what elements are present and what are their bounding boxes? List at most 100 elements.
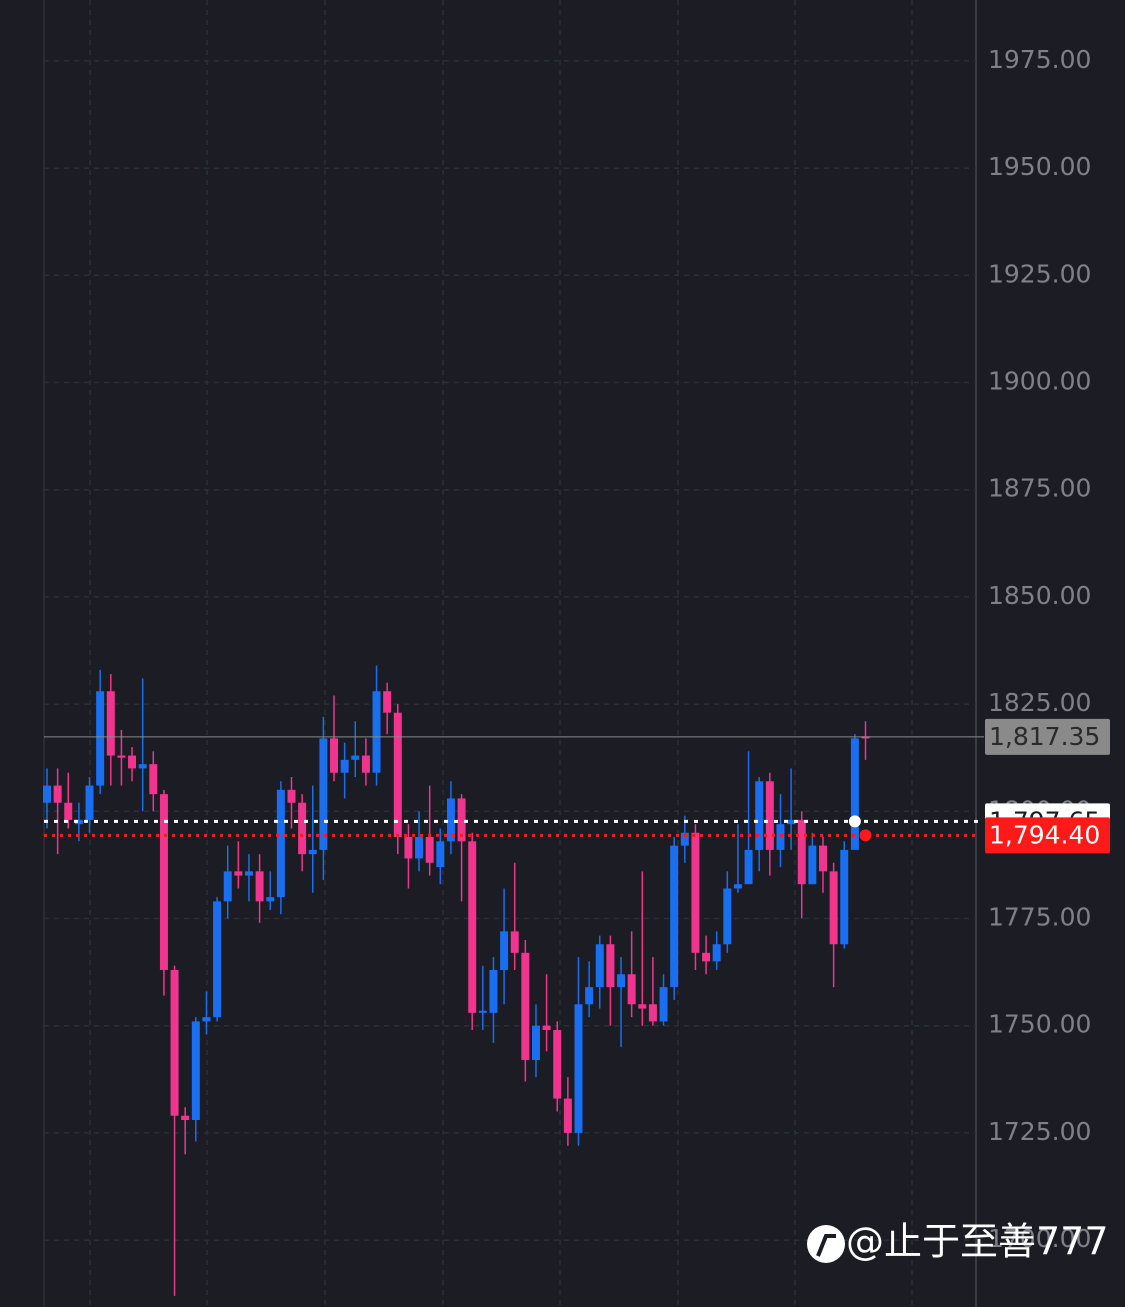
candle-body	[351, 755, 360, 760]
candle-body	[372, 691, 381, 773]
candle-body	[266, 897, 275, 902]
candle-body	[213, 901, 222, 1018]
candle-body	[255, 871, 264, 902]
candle-body	[159, 794, 168, 970]
candle-body	[106, 691, 115, 756]
candle-body	[574, 1004, 583, 1133]
candle-body	[808, 845, 817, 885]
candle-body	[638, 1004, 647, 1009]
candle-body	[489, 969, 498, 1013]
y-tick-label: 1900.00	[988, 366, 1091, 395]
candle-body	[64, 802, 73, 820]
price-label: 1,817.35	[989, 722, 1100, 751]
candle-body	[170, 969, 179, 1116]
y-tick-label: 1750.00	[988, 1010, 1091, 1039]
y-tick-label: 1925.00	[988, 259, 1091, 288]
candle-body	[648, 1004, 657, 1022]
candle-body	[850, 738, 859, 850]
candle-body	[234, 871, 243, 876]
candle-body	[308, 849, 317, 855]
candle-body	[393, 712, 402, 838]
last-dot	[848, 815, 861, 828]
candle-body	[627, 974, 636, 1005]
candle-body	[457, 798, 466, 842]
candle-body	[840, 849, 849, 945]
y-tick-label: 1725.00	[988, 1117, 1091, 1146]
candle-body	[691, 832, 700, 953]
price-lines	[44, 736, 984, 842]
y-tick-label: 1825.00	[988, 688, 1091, 717]
y-tick-label: 1775.00	[988, 903, 1091, 932]
candle-body	[797, 819, 806, 885]
candle-body	[446, 798, 455, 842]
candle-body	[818, 845, 827, 872]
candle-body	[500, 931, 509, 970]
candle-body	[319, 738, 328, 850]
candle-body	[361, 755, 370, 773]
candle-body	[521, 952, 530, 1061]
watermark-icon	[807, 1225, 845, 1263]
candle-body	[298, 802, 307, 855]
candle-body	[191, 1021, 200, 1121]
candle-body	[531, 1025, 540, 1061]
candle-body	[478, 1010, 487, 1013]
candle-body	[617, 974, 626, 988]
candle-body	[712, 944, 721, 962]
candle-body	[776, 824, 785, 850]
y-tick-label: 1850.00	[988, 581, 1091, 610]
candle-body	[733, 884, 742, 889]
candle-body	[287, 789, 296, 803]
y-tick-label: 1950.00	[988, 152, 1091, 181]
candle-body	[85, 785, 94, 820]
candle-body	[680, 832, 689, 846]
candle-body	[765, 781, 774, 850]
candle-body	[659, 987, 668, 1022]
candle-body	[404, 837, 413, 859]
candle-body	[181, 1115, 190, 1121]
candle-body	[723, 888, 732, 945]
candle-body	[117, 755, 126, 758]
price-label-bg	[985, 718, 1110, 755]
candles	[43, 665, 870, 1296]
axis-labels: 1700.001725.001750.001775.001800.001825.…	[985, 45, 1110, 1253]
last-dot-red	[859, 829, 872, 842]
candle-body	[202, 1017, 211, 1022]
candle-body	[787, 819, 796, 825]
candle-body	[128, 755, 137, 769]
candle-body	[436, 841, 445, 868]
candle-body	[223, 871, 232, 902]
candle-body	[383, 691, 392, 713]
candle-body	[702, 952, 711, 962]
candle-body	[340, 759, 349, 773]
vertical-grid	[89, 0, 913, 1307]
candle-body	[43, 785, 51, 803]
candle-body	[744, 849, 753, 885]
candle-body	[74, 819, 83, 825]
candle-body	[96, 691, 105, 786]
price-label-bg	[985, 817, 1110, 854]
candle-body	[149, 764, 158, 795]
candle-body	[415, 837, 424, 859]
candle-body	[670, 845, 679, 988]
candle-body	[330, 738, 339, 773]
candle-body	[276, 789, 285, 898]
candle-body	[468, 841, 477, 1013]
candle-body	[244, 871, 253, 876]
candle-body	[542, 1025, 551, 1030]
candle-body	[755, 781, 764, 850]
y-tick-label: 1975.00	[988, 45, 1091, 74]
candle-body	[53, 785, 62, 803]
watermark: @止于至善777	[846, 1220, 1109, 1264]
watermark-group: @止于至善777	[807, 1220, 1109, 1264]
candle-body	[595, 944, 604, 988]
candle-body	[563, 1098, 572, 1133]
watermark-icon-mark	[816, 1234, 836, 1257]
candle-body	[553, 1029, 562, 1099]
price-label: 1,794.40	[989, 820, 1100, 849]
candle-body	[138, 764, 147, 769]
y-tick-label: 1700.00	[988, 1224, 1091, 1253]
candle-body	[510, 931, 519, 953]
candle-body	[829, 871, 838, 945]
